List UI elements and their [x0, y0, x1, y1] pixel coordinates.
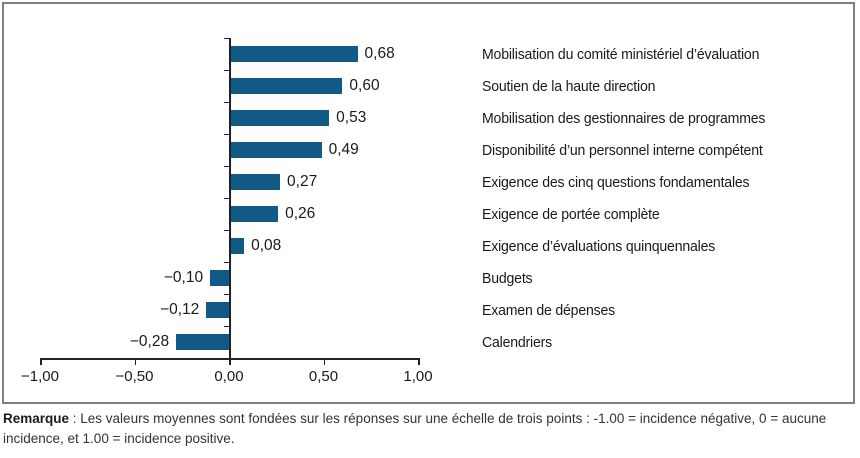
x-tick-label: 0,50: [308, 368, 339, 385]
category-label: Exigence des cinq questions fondamentale…: [482, 173, 750, 191]
category-label: Soutien de la haute direction: [482, 77, 656, 95]
y-axis-category-tick: [224, 166, 229, 167]
y-axis-category-tick: [224, 262, 229, 263]
note: Remarque : Les valeurs moyennes sont fon…: [3, 409, 854, 449]
bar-value-label: 0,53: [336, 109, 367, 126]
category-label: Budgets: [482, 269, 533, 287]
bar-value-label: −0,10: [163, 269, 204, 286]
category-label: Exigence d’évaluations quinquennales: [482, 237, 716, 255]
bar: [229, 110, 330, 126]
bar-value-label: 0,68: [364, 45, 395, 62]
bar: [229, 78, 343, 94]
bar-value-label: 0,08: [251, 237, 282, 254]
bar: [176, 334, 229, 350]
category-label: Calendriers: [482, 333, 553, 351]
category-label: Disponibilité d’un personnel interne com…: [482, 141, 763, 159]
bar: [229, 238, 245, 254]
bar: [229, 206, 279, 222]
y-axis-category-tick: [224, 326, 229, 327]
plot-area: 0,68 Mobilisation du comité ministériel d…: [4, 4, 849, 398]
note-label: Remarque: [3, 411, 70, 426]
category-label: Mobilisation des gestionnaires de progra…: [482, 109, 766, 127]
y-axis-category-tick: [224, 230, 229, 231]
bar: [229, 142, 322, 158]
y-axis-category-tick: [224, 198, 229, 199]
bar-value-label: 0,26: [285, 205, 316, 222]
x-axis-tick: [418, 358, 420, 365]
y-axis-category-tick: [224, 134, 229, 135]
bar: [229, 174, 281, 190]
y-axis-line: [229, 38, 231, 364]
chart-box: 0,68 Mobilisation du comité ministériel d…: [2, 2, 855, 404]
category-label: Examen de dépenses: [482, 301, 616, 319]
category-label: Exigence de portée complète: [482, 205, 660, 223]
bar-value-label: 0,60: [349, 77, 380, 94]
bar-value-label: −0,12: [160, 301, 200, 318]
y-axis-category-tick: [224, 38, 229, 39]
bar: [206, 302, 229, 318]
x-tick-label: −1,00: [21, 368, 59, 385]
bar-value-label: 0,49: [328, 141, 359, 158]
y-axis-category-tick: [224, 294, 229, 295]
x-tick-label: −0,50: [115, 368, 154, 385]
bar: [210, 270, 229, 286]
x-axis-tick: [134, 358, 136, 365]
x-axis-tick: [229, 358, 231, 365]
bar-value-label: −0,28: [129, 333, 170, 350]
x-axis-tick: [323, 358, 325, 365]
category-label: Mobilisation du comité ministériel d’éva…: [482, 45, 760, 63]
x-tick-label: 0,00: [214, 368, 244, 385]
y-axis-category-tick: [224, 70, 229, 71]
x-axis-tick: [40, 358, 42, 365]
bar-value-label: 0,27: [287, 173, 318, 190]
bar: [229, 46, 358, 62]
y-axis-category-tick: [224, 102, 229, 103]
note-text: : Les valeurs moyennes sont fondées sur …: [3, 411, 827, 446]
x-tick-label: 1,00: [403, 368, 433, 385]
